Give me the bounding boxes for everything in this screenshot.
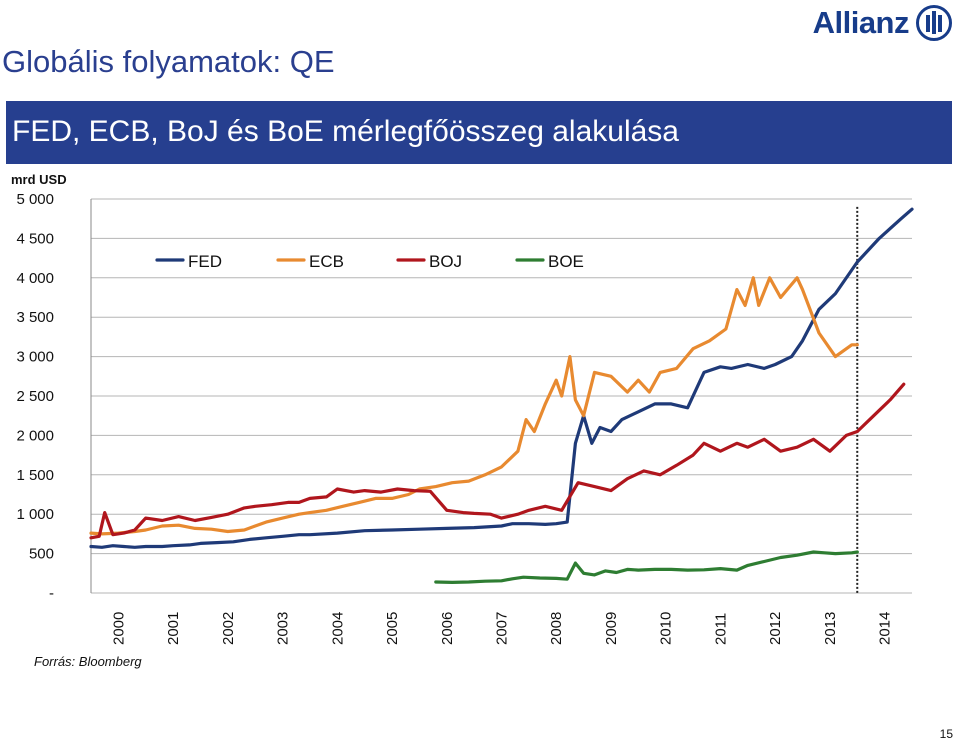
y-tick-label: 1 500 <box>16 467 54 484</box>
legend-label-boe: BOE <box>548 252 584 271</box>
x-tick-label: 2010 <box>658 612 675 645</box>
x-tick-label: 2003 <box>275 612 292 645</box>
x-tick-label: 2014 <box>877 612 894 645</box>
banner-title: FED, ECB, BoJ és BoE mérlegfőösszeg alak… <box>12 115 679 148</box>
series-line-boj <box>89 382 906 540</box>
title-banner: FED, ECB, BoJ és BoE mérlegfőösszeg alak… <box>6 101 952 164</box>
x-tick-label: 2001 <box>165 612 182 645</box>
legend-label-boj: BOJ <box>429 252 462 271</box>
x-tick-label: 2012 <box>767 612 784 645</box>
x-tick-label: 2005 <box>384 612 401 645</box>
x-tick-label: 2007 <box>494 612 511 645</box>
y-tick-label: 3 000 <box>16 349 54 366</box>
y-tick-label: 500 <box>29 546 54 563</box>
series-line-fed <box>89 207 914 549</box>
x-tick-label: 2000 <box>110 612 127 645</box>
legend-label-fed: FED <box>188 252 222 271</box>
x-tick-label: 2002 <box>220 612 237 645</box>
y-tick-label: 2 500 <box>16 388 54 405</box>
x-tick-label: 2008 <box>548 612 565 645</box>
allianz-logo: Allianz <box>813 2 953 44</box>
series-line-boe <box>434 550 859 585</box>
y-tick-label: 1 000 <box>16 506 54 523</box>
allianz-eagle-icon <box>916 5 952 41</box>
source-note: Forrás: Bloomberg <box>34 654 142 669</box>
logo-text: Allianz <box>812 5 910 40</box>
y-tick-label: 3 500 <box>16 309 54 326</box>
series-line-ecb <box>89 276 859 536</box>
x-tick-label: 2004 <box>329 612 346 645</box>
y-axis-unit: mrd USD <box>11 172 67 187</box>
y-tick-label: 5 000 <box>16 191 54 208</box>
legend-label-ecb: ECB <box>309 252 344 271</box>
page-title: Globális folyamatok: QE <box>2 44 335 79</box>
x-tick-label: 2013 <box>822 612 839 645</box>
y-tick-label: 2 000 <box>16 427 54 444</box>
y-tick-label: - <box>49 585 54 602</box>
x-tick-label: 2006 <box>439 612 456 645</box>
page-number: 15 <box>939 727 953 741</box>
y-tick-label: 4 000 <box>16 270 54 287</box>
x-tick-label: 2011 <box>712 613 729 645</box>
y-tick-label: 4 500 <box>16 230 54 247</box>
x-tick-label: 2009 <box>603 612 620 645</box>
